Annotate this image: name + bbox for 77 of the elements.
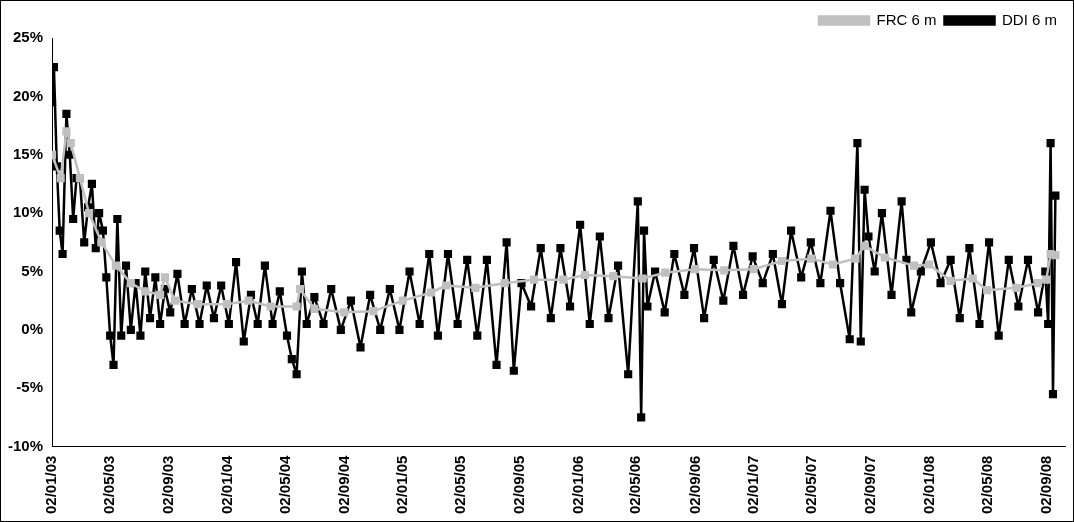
point xyxy=(1051,251,1060,260)
legend-label: FRC 6 m xyxy=(876,10,937,28)
point xyxy=(66,138,75,148)
point xyxy=(983,286,992,295)
x-tick-label: 02/05/05 xyxy=(451,455,469,514)
point xyxy=(56,174,65,183)
x-tick-label: 02/01/05 xyxy=(393,455,411,514)
x-tick-label: 02/09/06 xyxy=(685,455,703,514)
point xyxy=(720,266,729,275)
point xyxy=(828,260,837,269)
legend-label: DDI 6 m xyxy=(1002,10,1058,28)
point xyxy=(807,254,816,263)
x-tick-label: 02/05/04 xyxy=(275,454,293,514)
x-tick-label: 02/09/03 xyxy=(158,455,176,514)
point xyxy=(529,275,539,284)
point xyxy=(559,275,568,284)
point xyxy=(1012,283,1021,292)
y-tick-label: 15% xyxy=(12,144,44,162)
point xyxy=(295,284,305,294)
x-tick-label: 02/01/03 xyxy=(42,455,60,514)
point xyxy=(851,254,860,263)
point xyxy=(1034,279,1043,288)
point xyxy=(580,270,590,280)
x-tick-label: 02/09/05 xyxy=(510,455,528,514)
x-tick-label: 02/01/08 xyxy=(919,455,937,514)
x-tick-label: 02/09/08 xyxy=(1036,455,1054,514)
x-tick-label: 02/05/07 xyxy=(801,455,819,514)
y-tick-label: -10% xyxy=(7,436,44,454)
point xyxy=(292,302,301,311)
x-tick-label: 02/05/06 xyxy=(626,455,644,514)
y-tick-label: -5% xyxy=(16,378,44,396)
point xyxy=(690,265,700,274)
point xyxy=(441,281,451,290)
point xyxy=(141,287,150,296)
point xyxy=(193,300,202,309)
point xyxy=(638,274,647,283)
point xyxy=(880,253,889,262)
point xyxy=(266,302,275,311)
x-tick-label: 02/09/07 xyxy=(861,455,878,514)
point xyxy=(924,260,934,269)
point xyxy=(749,265,758,274)
x-tick-label: 02/09/04 xyxy=(334,454,352,514)
y-tick-label: 10% xyxy=(12,203,44,221)
point xyxy=(244,296,253,305)
point xyxy=(84,209,94,218)
point xyxy=(170,296,180,305)
point xyxy=(860,241,869,250)
point xyxy=(661,268,670,277)
point xyxy=(500,279,509,288)
point xyxy=(946,276,955,285)
x-tick-label: 02/01/07 xyxy=(744,455,762,514)
point xyxy=(222,300,232,309)
point xyxy=(97,238,106,247)
point xyxy=(471,283,480,292)
point xyxy=(111,261,121,270)
point xyxy=(310,304,319,313)
point xyxy=(609,272,618,281)
y-tick-label: 0% xyxy=(21,320,44,338)
point xyxy=(369,307,378,316)
x-tick-label: 02/05/03 xyxy=(99,455,117,514)
x-tick-label: 02/05/08 xyxy=(977,455,995,514)
point xyxy=(1042,275,1051,284)
point xyxy=(62,127,71,136)
point xyxy=(910,261,919,270)
x-tick-label: 02/01/04 xyxy=(217,454,235,514)
point xyxy=(156,290,165,299)
point xyxy=(427,288,436,297)
y-tick-label: 5% xyxy=(21,261,44,279)
y-tick-label: 25% xyxy=(12,28,44,46)
x-tick-label: 02/01/06 xyxy=(568,455,586,514)
point xyxy=(340,308,349,317)
point xyxy=(160,273,170,282)
point xyxy=(777,256,787,266)
point xyxy=(126,279,135,288)
y-tick-label: 20% xyxy=(12,86,44,104)
point xyxy=(968,274,977,283)
point xyxy=(398,296,407,305)
